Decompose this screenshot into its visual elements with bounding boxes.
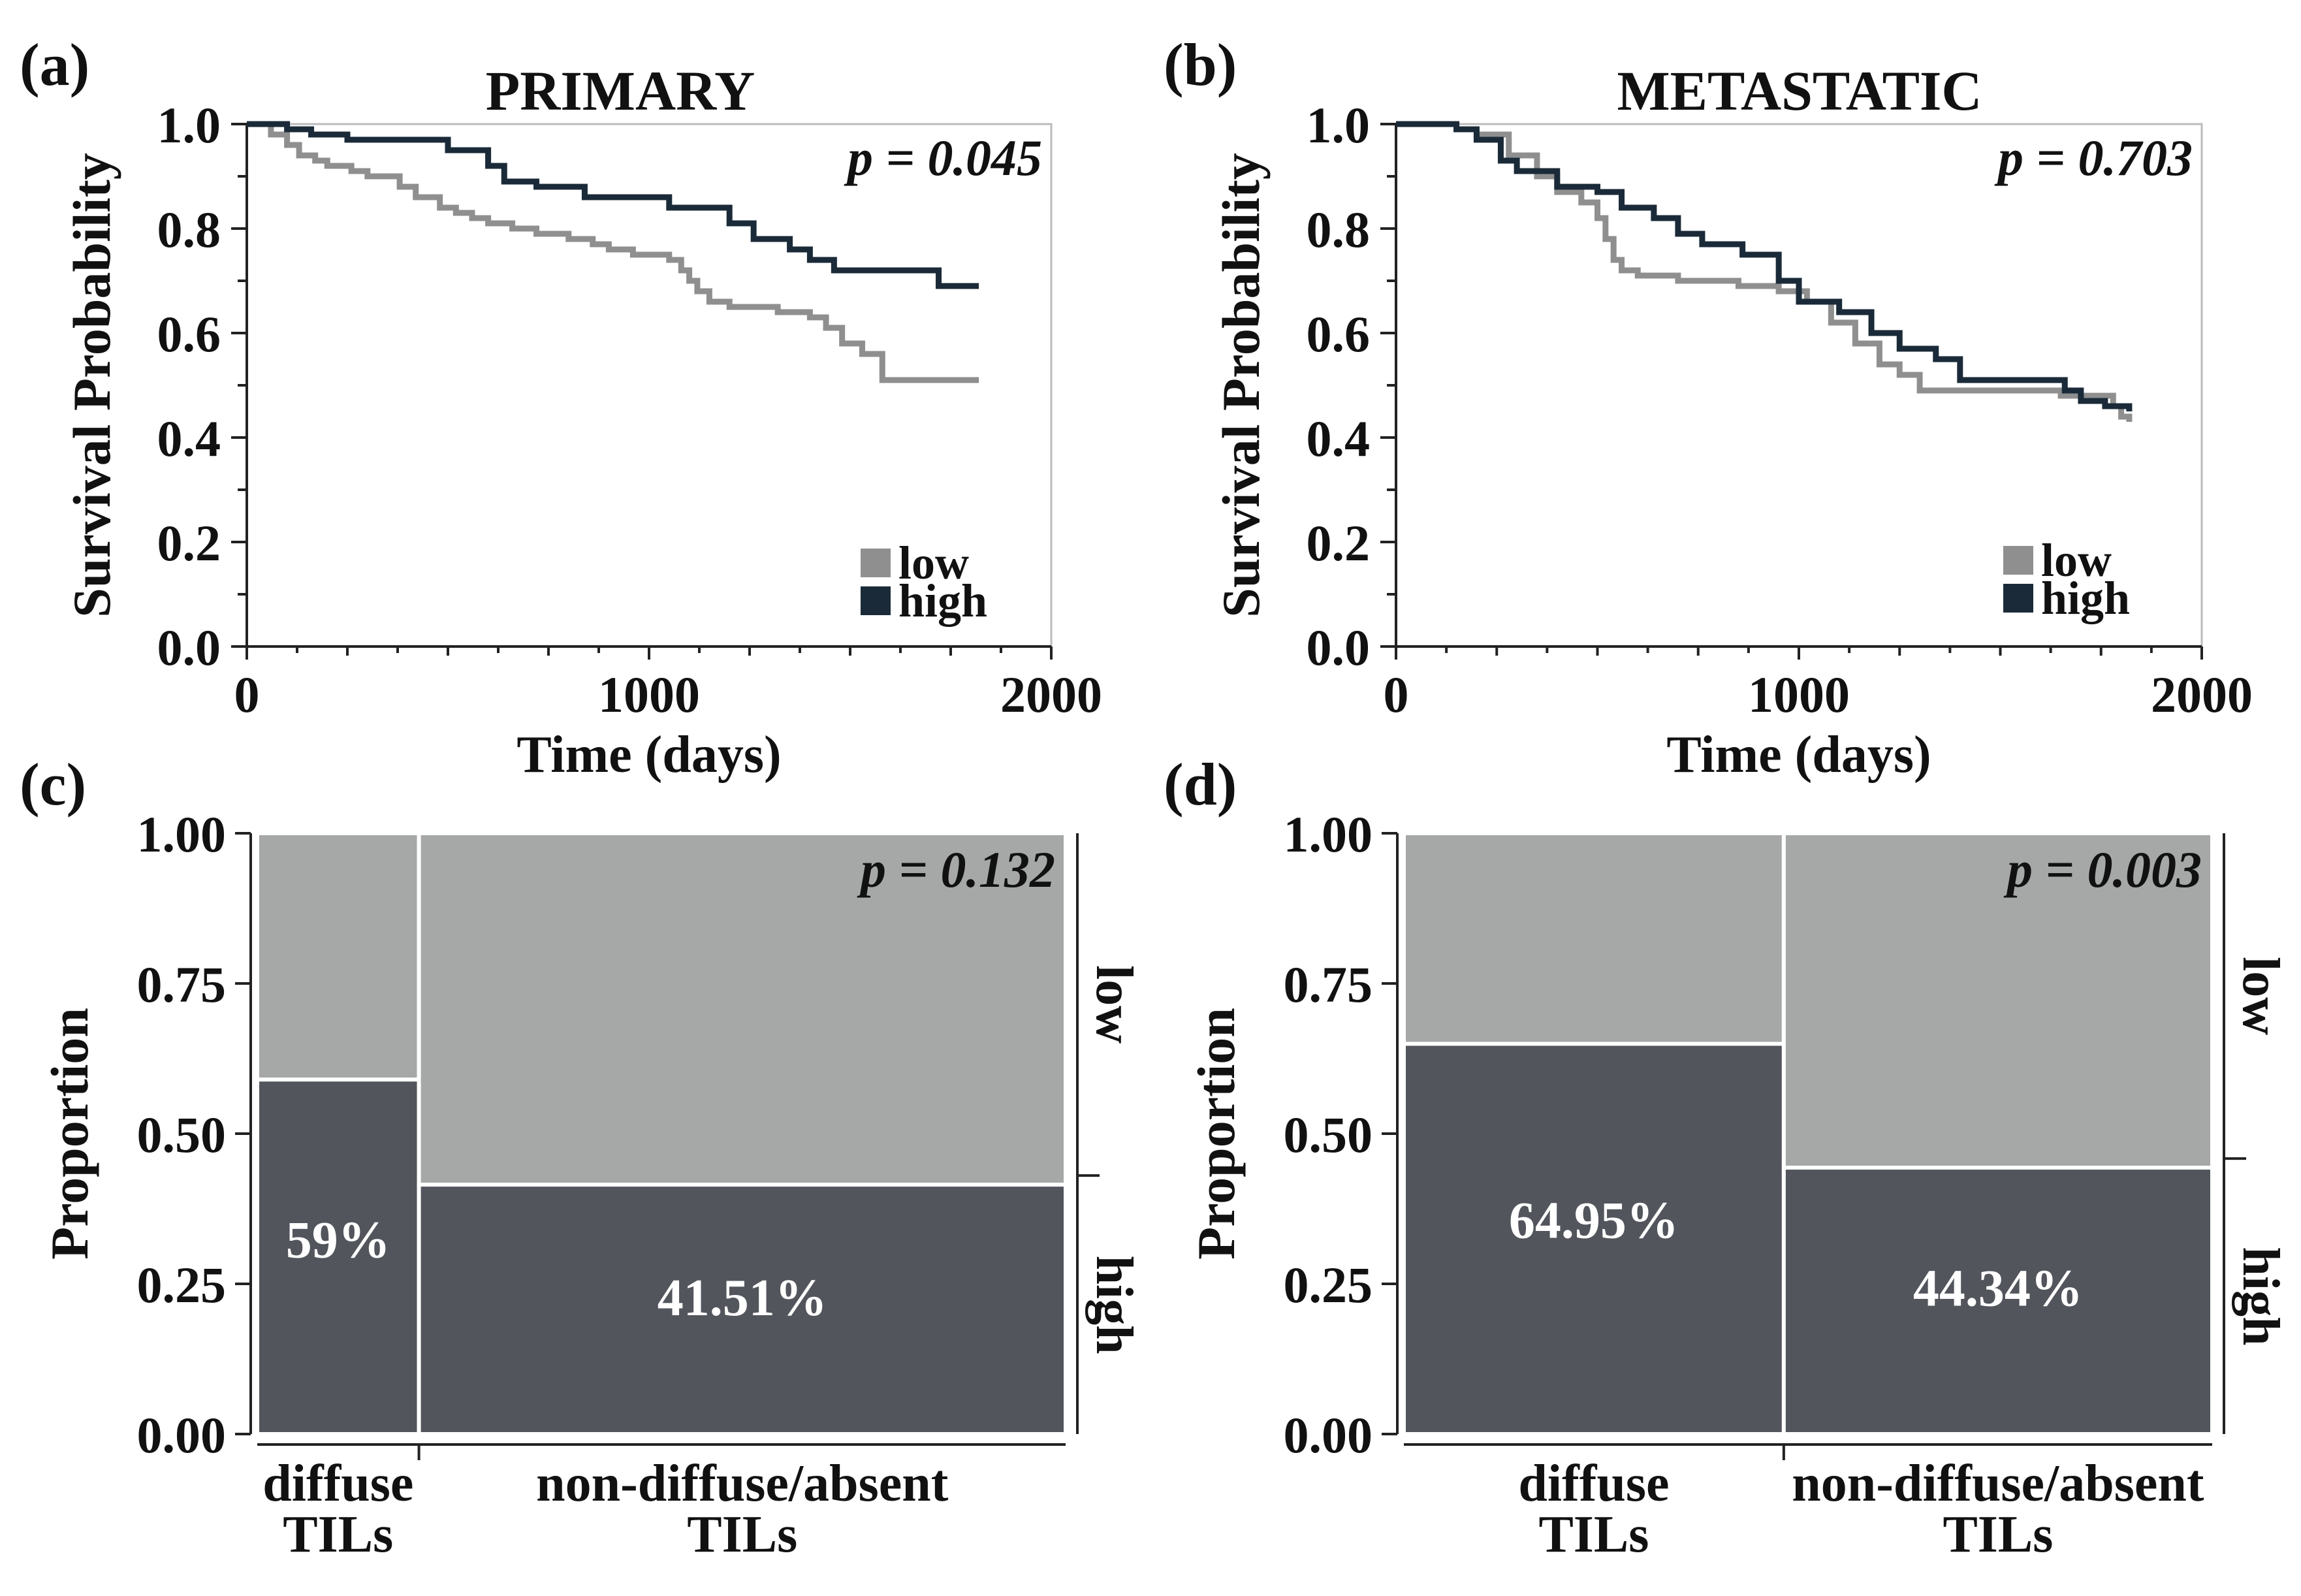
p-value-annotation: p = 0.703 xyxy=(1994,129,2193,186)
right-label-high: high xyxy=(2232,1247,2289,1345)
y-tick-label: 0.0 xyxy=(157,619,221,676)
right-label-low: low xyxy=(2232,957,2289,1035)
mosaic-panel-c: 0.000.250.500.751.0059%diffuseTILs41.51%… xyxy=(20,751,1143,1563)
x-axis-label: Time (days) xyxy=(516,726,781,784)
y-axis-label: Survival Probability xyxy=(1211,153,1271,618)
mosaic-cell-low-0 xyxy=(1402,831,1786,1046)
y-tick-label: 1.0 xyxy=(157,97,221,153)
category-label: TILs xyxy=(283,1506,393,1563)
y-tick-label: 0.2 xyxy=(1307,515,1371,571)
category-label: TILs xyxy=(687,1506,797,1563)
y-tick-label: 0.6 xyxy=(157,306,221,362)
panel-label: (b) xyxy=(1164,31,1237,98)
km-panel-a: 0.0 0.2 0.4 0.6 0.8 1.0 0 1000 2000 PRIMARY (a) p =… xyxy=(20,31,1102,784)
x-tick-label: 2000 xyxy=(2151,666,2253,723)
right-label-low: low xyxy=(1085,965,1143,1044)
km-series-high xyxy=(1396,121,2133,411)
mosaic-panel-d: 0.000.250.500.751.0064.95%diffuseTILs44.… xyxy=(1164,751,2289,1563)
y-tick-label: 0.4 xyxy=(157,410,221,467)
y-tick-label: 0.00 xyxy=(137,1407,227,1463)
legend-label-low: low xyxy=(2041,534,2112,586)
legend-swatch-low xyxy=(2003,546,2033,575)
category-label: diffuse xyxy=(1518,1455,1669,1512)
y-tick-label: 1.0 xyxy=(1307,97,1371,153)
category-label: non-diffuse/absent xyxy=(536,1455,949,1512)
x-tick-label: 1000 xyxy=(1748,666,1850,723)
legend-label-high: high xyxy=(2041,572,2130,624)
legend-swatch-high xyxy=(2003,584,2033,613)
y-tick-label: 0.4 xyxy=(1307,410,1371,467)
y-tick-label: 0.75 xyxy=(137,956,227,1013)
mosaic-value-label: 64.95% xyxy=(1509,1192,1679,1249)
y-tick-label: 0.8 xyxy=(157,201,221,258)
mosaic-cell-low-1 xyxy=(1781,831,2215,1170)
y-tick-label: 0.25 xyxy=(137,1256,227,1313)
y-tick-label: 0.50 xyxy=(137,1106,227,1163)
x-axis-label: Time (days) xyxy=(1666,726,1931,784)
p-value-annotation: p = 0.132 xyxy=(857,841,1055,898)
y-axis-label: Survival Probability xyxy=(62,153,121,618)
x-tick-label: 0 xyxy=(234,666,260,723)
legend-label-high: high xyxy=(898,575,987,627)
legend-swatch-low xyxy=(861,549,891,577)
mosaic-value-label: 44.34% xyxy=(1913,1260,2083,1318)
y-tick-label: 0.75 xyxy=(1284,956,1373,1013)
p-value-annotation: p = 0.045 xyxy=(844,129,1042,186)
panel-label: (d) xyxy=(1164,751,1237,818)
y-tick-label: 1.00 xyxy=(137,806,227,863)
km-series-low xyxy=(247,121,979,383)
mosaic-cell-high-0 xyxy=(1402,1042,1786,1436)
km-series-high xyxy=(247,121,979,289)
legend-label-low: low xyxy=(898,537,969,589)
y-tick-label: 0.00 xyxy=(1284,1407,1373,1463)
y-tick-label: 0.25 xyxy=(1284,1256,1373,1313)
right-label-high: high xyxy=(1085,1255,1143,1354)
y-tick-label: 0.2 xyxy=(157,515,221,571)
mosaic-cell-low-1 xyxy=(417,831,1068,1187)
mosaic-value-label: 41.51% xyxy=(658,1269,827,1327)
x-tick-label: 2000 xyxy=(1000,666,1102,723)
category-label: non-diffuse/absent xyxy=(1792,1455,2204,1512)
chart-title: PRIMARY xyxy=(486,59,755,122)
y-tick-label: 0.50 xyxy=(1284,1106,1373,1163)
mosaic-cell-high-1 xyxy=(1781,1166,2215,1437)
category-label: TILs xyxy=(1943,1506,2053,1563)
y-tick-label: 0.8 xyxy=(1307,201,1371,258)
mosaic-cell-low-0 xyxy=(255,831,421,1082)
panel-label: (c) xyxy=(20,751,86,818)
p-value-annotation: p = 0.003 xyxy=(2003,841,2202,898)
y-tick-label: 1.00 xyxy=(1284,806,1373,863)
category-label: TILs xyxy=(1538,1506,1649,1563)
chart-title: METASTATIC xyxy=(1617,59,1982,122)
panel-label: (a) xyxy=(20,31,89,98)
x-tick-label: 1000 xyxy=(598,666,700,723)
y-axis-label: Proportion xyxy=(40,1008,99,1260)
mosaic-value-label: 59% xyxy=(286,1211,390,1269)
category-label: diffuse xyxy=(262,1455,413,1512)
legend-swatch-high xyxy=(861,586,891,615)
x-tick-label: 0 xyxy=(1384,666,1409,723)
mosaic-cell-high-1 xyxy=(417,1183,1068,1437)
y-tick-label: 0.6 xyxy=(1307,306,1371,362)
y-axis-label: Proportion xyxy=(1186,1008,1246,1260)
km-panel-b: 0.0 0.2 0.4 0.6 0.8 1.0 0 1000 2000 METASTATIC (b)… xyxy=(1164,31,2253,784)
y-tick-label: 0.0 xyxy=(1307,619,1371,676)
km-series-low xyxy=(1396,121,2133,422)
